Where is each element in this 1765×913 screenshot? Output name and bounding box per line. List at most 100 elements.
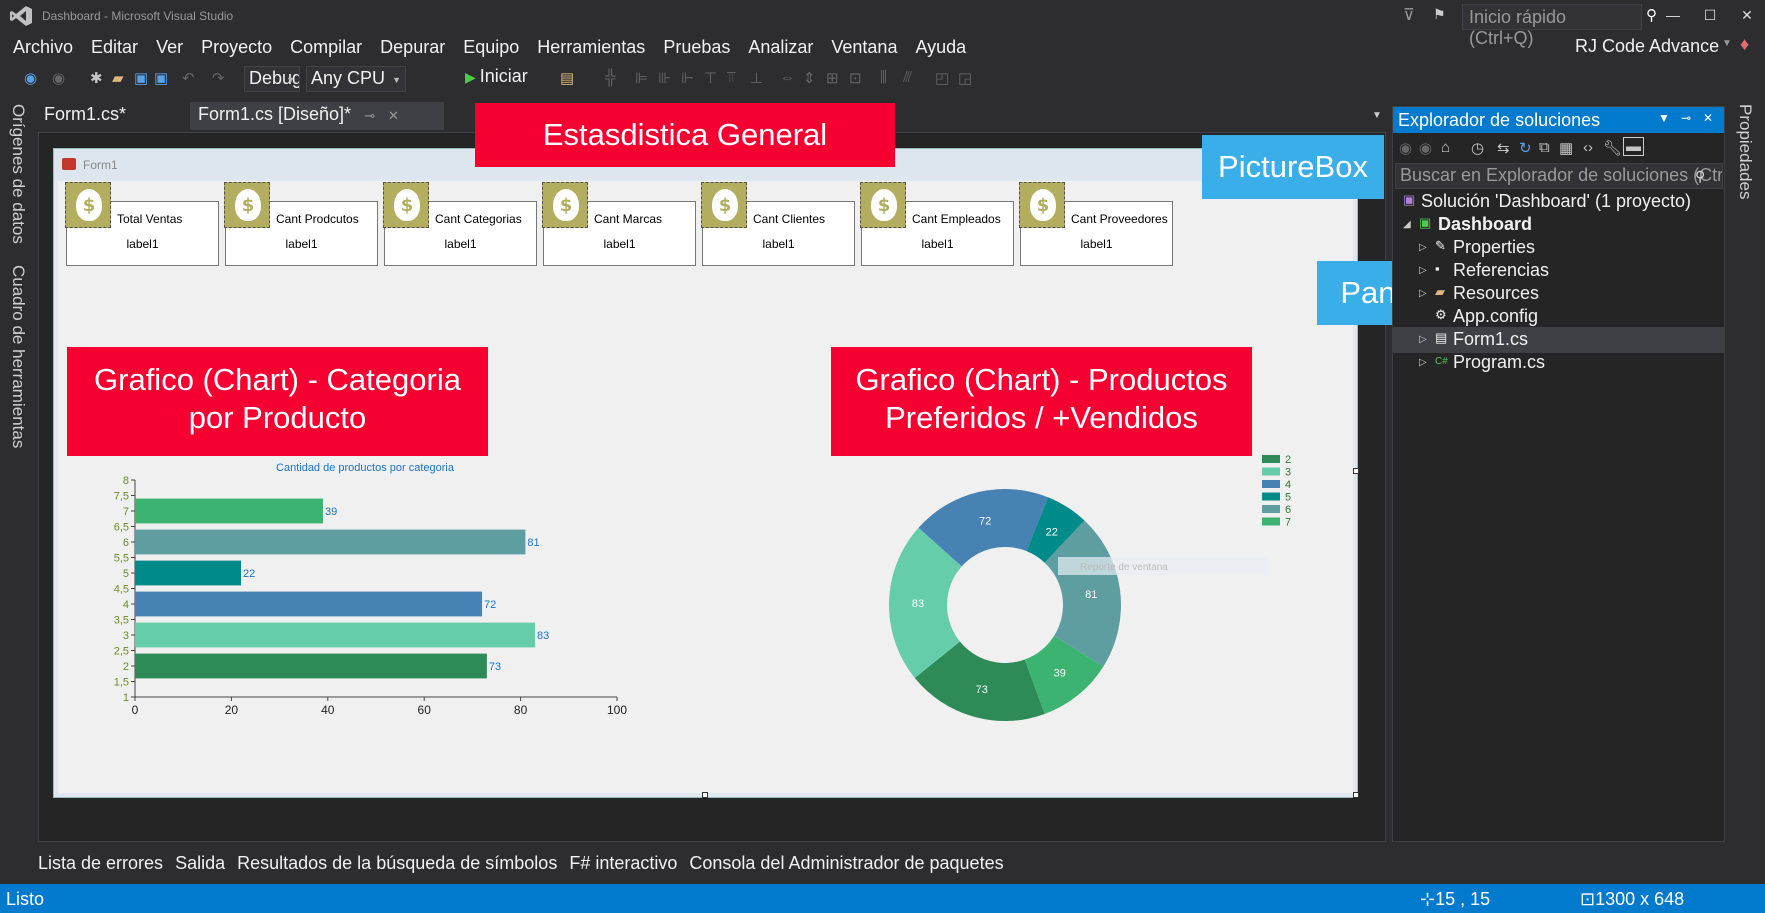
open-file-icon[interactable]: ▰: [112, 70, 124, 87]
menu-analizar[interactable]: Analizar: [748, 37, 814, 57]
tree-item-program[interactable]: ▷ C# Program.cs: [1419, 352, 1546, 372]
stat-card-panel[interactable]: $ Cant Categorias label1: [383, 182, 537, 266]
stat-card-panel[interactable]: $ Cant Clientes label1: [701, 182, 855, 266]
menu-proyecto[interactable]: Proyecto: [201, 37, 273, 57]
collapsed-icon[interactable]: ▷: [1419, 242, 1427, 253]
forward-icon[interactable]: ◉: [52, 70, 66, 87]
chevron-down-icon[interactable]: ▼: [1658, 111, 1670, 125]
menu-pruebas[interactable]: Pruebas: [663, 37, 731, 57]
tree-item-properties[interactable]: ▷ ✎ Properties: [1419, 237, 1536, 257]
align-middle-icon[interactable]: ⫪: [727, 69, 736, 86]
history-icon[interactable]: ◷: [1471, 140, 1485, 157]
money-bag-icon[interactable]: $: [542, 182, 588, 228]
money-bag-icon[interactable]: $: [701, 182, 747, 228]
notification-filter-icon[interactable]: ⊽: [1403, 7, 1415, 24]
tree-item-app-config[interactable]: ⚙ App.config: [1435, 306, 1539, 326]
sync-icon[interactable]: ⇆: [1497, 140, 1510, 157]
menu-archivo[interactable]: Archivo: [13, 37, 74, 57]
bottom-tab[interactable]: F# interactivo: [569, 853, 678, 873]
align-left-icon[interactable]: ⊫: [635, 70, 649, 87]
refresh-icon[interactable]: ↻: [1519, 140, 1532, 157]
tree-project[interactable]: ◢ ▣ Dashboard: [1403, 214, 1533, 234]
bottom-tab[interactable]: Lista de errores: [38, 853, 164, 873]
properties-tab[interactable]: Propiedades: [1736, 104, 1755, 200]
menu-ventana[interactable]: Ventana: [831, 37, 898, 57]
data-sources-tab[interactable]: Orígenes de datos: [9, 104, 28, 244]
toolbox-tab[interactable]: Cuadro de herramientas: [9, 265, 28, 449]
send-to-back-icon[interactable]: ◲: [958, 70, 973, 87]
tree-item-form1[interactable]: ▷ ▤ Form1.cs: [1393, 327, 1724, 353]
money-bag-icon[interactable]: $: [1019, 182, 1065, 228]
pin-icon[interactable]: ⊸: [1681, 111, 1692, 125]
platform-select[interactable]: Any CPU ▼: [306, 66, 406, 92]
close-button[interactable]: ✕: [1741, 7, 1753, 23]
quick-launch-input[interactable]: Inicio rápido (Ctrl+Q): [1462, 4, 1642, 48]
back-icon[interactable]: ◉: [24, 70, 38, 87]
account-icon[interactable]: ⚑: [1433, 6, 1446, 22]
stat-card-panel[interactable]: $ Cant Empleados label1: [860, 182, 1014, 266]
undo-icon[interactable]: ↶: [182, 70, 195, 87]
collapse-all-icon[interactable]: ⧉: [1539, 139, 1550, 156]
make-same-size-icon[interactable]: ⊞: [826, 70, 839, 87]
vertical-spacing-icon[interactable]: ⫻: [903, 69, 912, 86]
back-icon[interactable]: ◉: [1399, 140, 1413, 157]
save-all-icon[interactable]: ▣: [154, 70, 169, 87]
properties-wrench-icon[interactable]: 🔧︎: [1603, 140, 1623, 157]
collapsed-icon[interactable]: ▷: [1419, 334, 1427, 345]
tab-overflow-chevron-icon[interactable]: ▼: [1372, 110, 1382, 121]
align-center-icon[interactable]: ⊪: [658, 70, 672, 87]
menu-ver[interactable]: Ver: [156, 37, 184, 57]
bar-chart[interactable]: Cantidad de productos por categoria 1 1,5 2…: [70, 455, 710, 765]
show-all-files-icon[interactable]: ▦: [1559, 140, 1574, 157]
tab-form1-design[interactable]: Form1.cs [Diseño]* ⊸ ✕: [190, 102, 444, 130]
user-name[interactable]: RJ Code Advance: [1575, 36, 1720, 56]
expanded-icon[interactable]: ◢: [1403, 219, 1411, 230]
feedback-icon[interactable]: ♦: [1740, 34, 1750, 54]
view-designer-icon[interactable]: ▬: [1623, 137, 1644, 156]
bottom-tab[interactable]: Resultados de la búsqueda de símbolos: [237, 853, 558, 873]
menu-equipo[interactable]: Equipo: [463, 37, 520, 57]
tab-form1-code[interactable]: Form1.cs*: [44, 104, 127, 124]
align-grid-icon[interactable]: ╬: [605, 69, 616, 86]
size-to-grid-icon[interactable]: ⊡: [849, 70, 862, 87]
horizontal-spacing-icon[interactable]: ⫼: [880, 69, 887, 86]
pin-icon[interactable]: ⊸: [364, 108, 375, 123]
chevron-down-icon[interactable]: ▼: [1722, 38, 1732, 49]
new-project-icon[interactable]: ✱: [90, 70, 103, 87]
align-right-icon[interactable]: ⊩: [681, 70, 695, 87]
stat-card-panel[interactable]: $ Cant Marcas label1: [542, 182, 696, 266]
view-code-icon[interactable]: ‹›: [1583, 139, 1593, 156]
menu-editar[interactable]: Editar: [91, 37, 139, 57]
tree-item-resources[interactable]: ▷ ▰ Resources: [1419, 283, 1540, 303]
money-bag-icon[interactable]: $: [383, 182, 429, 228]
resize-handle[interactable]: [702, 792, 708, 798]
resize-handle[interactable]: [1353, 792, 1359, 798]
start-button[interactable]: ▶ Iniciar: [465, 66, 528, 86]
search-icon[interactable]: ⚲: [1646, 7, 1657, 24]
menu-compilar[interactable]: Compilar: [290, 37, 363, 57]
make-same-height-icon[interactable]: ⇕: [803, 70, 816, 87]
form-client-area[interactable]: $ Total Ventas label1 $ Cant Prodcutos label1…: [58, 181, 1353, 793]
stat-card-panel[interactable]: $ Cant Proveedores label1: [1019, 182, 1173, 266]
menu-herramientas[interactable]: Herramientas: [537, 37, 646, 57]
toolbox-icon[interactable]: ▤: [560, 70, 575, 87]
menu-depurar[interactable]: Depurar: [380, 37, 446, 57]
make-same-width-icon[interactable]: ⇔: [780, 69, 795, 86]
bottom-tab[interactable]: Consola del Administrador de paquetes: [689, 853, 1004, 873]
configuration-select[interactable]: Debug ▼: [244, 66, 300, 92]
save-icon[interactable]: ▣: [134, 70, 149, 87]
close-icon[interactable]: ✕: [387, 108, 399, 123]
minimize-button[interactable]: —: [1666, 7, 1680, 23]
collapsed-icon[interactable]: ▷: [1419, 265, 1427, 276]
close-icon[interactable]: ✕: [1703, 111, 1714, 125]
redo-icon[interactable]: ↷: [212, 70, 225, 87]
home-icon[interactable]: ⌂: [1441, 139, 1451, 156]
money-bag-icon[interactable]: $: [224, 182, 270, 228]
forward-icon[interactable]: ◉: [1419, 140, 1433, 157]
collapsed-icon[interactable]: ▷: [1419, 357, 1427, 368]
form-window[interactable]: Form1 $ Total Ventas label1 $ Cant Prodcutos…: [53, 148, 1358, 798]
align-top-icon[interactable]: ⊤: [704, 70, 718, 87]
money-bag-icon[interactable]: $: [65, 182, 111, 228]
stat-card-panel[interactable]: $ Cant Prodcutos label1: [224, 182, 378, 266]
menu-ayuda[interactable]: Ayuda: [915, 37, 967, 57]
